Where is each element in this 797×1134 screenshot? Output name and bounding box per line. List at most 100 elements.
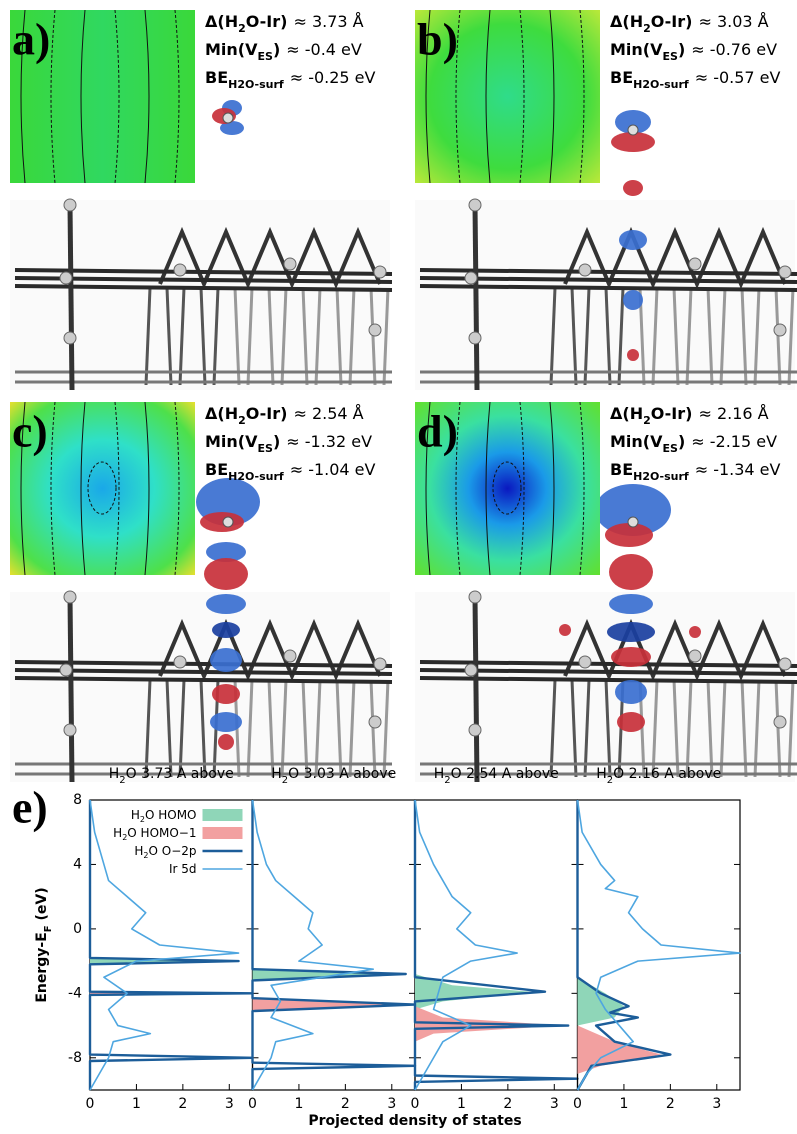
atom <box>778 265 792 279</box>
orbital-lobe <box>619 230 647 250</box>
contour-line <box>50 401 56 576</box>
slab-stick <box>212 287 220 386</box>
atom <box>464 663 478 677</box>
subscript: H2O-surf <box>633 470 689 483</box>
info-value: ≈ -0.4 eV <box>286 40 362 59</box>
slab-stick <box>549 287 557 386</box>
text-part: O 3.03 A above <box>288 766 396 782</box>
orbital-lobe <box>210 712 242 732</box>
pdos-line <box>576 799 741 1091</box>
contour-line <box>485 9 491 184</box>
slab-stick <box>144 287 152 386</box>
text-part: BE <box>610 68 633 87</box>
orbital-lobe <box>689 626 701 638</box>
subscript: 2 <box>238 414 246 427</box>
info-line: Δ(H2O-Ir) ≈ 2.16 Å <box>610 404 769 427</box>
orbital-lobe <box>615 110 651 134</box>
info-line: Min(VES) ≈ -1.32 eV <box>205 432 372 455</box>
contour-line <box>485 401 491 576</box>
atom <box>59 663 73 677</box>
slab-stick <box>314 287 322 386</box>
info-line: Min(VES) ≈ -2.15 eV <box>610 432 777 455</box>
panel-label: d) <box>417 406 458 457</box>
pdos-line <box>251 800 417 1090</box>
text-part: Δ(H <box>610 404 643 423</box>
contour-line <box>20 9 26 184</box>
x-tick-label: 0 <box>573 1096 582 1112</box>
subscript: H2O-surf <box>633 78 689 91</box>
info-name: Δ(H2O-Ir) <box>610 12 692 35</box>
subscript: 2 <box>282 775 288 786</box>
info-name: Δ(H2O-Ir) <box>205 12 287 35</box>
contour-line <box>455 9 461 184</box>
text-part: O HOMO−1 <box>127 826 196 840</box>
info-value: ≈ 2.54 Å <box>293 404 363 423</box>
slab-stick <box>685 287 693 386</box>
pdos-line <box>414 799 518 1091</box>
text-part: O 3.73 A above <box>126 766 234 782</box>
text-part: Energy-E <box>34 932 50 1002</box>
contour-line <box>80 9 86 184</box>
text-part: Min(V <box>205 432 258 451</box>
text-part: H <box>113 826 122 840</box>
slab-stick <box>787 679 795 778</box>
orbital-lobe <box>212 684 240 704</box>
orbital-lobe <box>609 554 653 590</box>
text-part: O-Ir) <box>246 12 288 31</box>
slab-bar <box>419 668 797 676</box>
info-line: Δ(H2O-Ir) ≈ 3.03 Å <box>610 12 769 35</box>
text-part: H <box>109 766 120 782</box>
x-tick-label: 0 <box>86 1096 95 1112</box>
x-tick-label: 1 <box>132 1096 141 1112</box>
y-axis-label: Energy-EF (eV) <box>34 887 54 1002</box>
potential-map <box>10 10 195 183</box>
slab-stick <box>348 287 356 386</box>
subscript: H2O-surf <box>228 78 284 91</box>
x-axis-label: Projected density of states <box>308 1113 521 1129</box>
panel-label: b) <box>417 14 458 65</box>
subscript: 2 <box>119 775 125 786</box>
potential-map <box>10 402 195 575</box>
text-part: Δ(H <box>205 12 238 31</box>
atom <box>63 590 77 604</box>
slab-stick <box>685 679 693 778</box>
subscript: ES <box>258 50 274 63</box>
slab-bar <box>14 268 393 276</box>
info-line: Δ(H2O-Ir) ≈ 3.73 Å <box>205 12 364 35</box>
orbital-lobe <box>609 594 653 614</box>
pdos-line <box>576 800 672 1091</box>
orbital-lobe <box>200 512 244 532</box>
info-name: Δ(H2O-Ir) <box>205 404 287 427</box>
info-value: ≈ -2.15 eV <box>691 432 777 451</box>
contour-line <box>174 401 180 576</box>
slab-stick <box>67 596 75 783</box>
text-part: H <box>134 844 143 858</box>
contour-line <box>492 461 522 515</box>
pdos-line <box>251 799 375 1091</box>
legend-label: H2O HOMO−1 <box>113 826 196 843</box>
atom <box>468 723 482 737</box>
info-line: BEH2O-surf ≈ -0.57 eV <box>610 68 781 91</box>
atom <box>778 657 792 671</box>
slab-stick <box>233 287 241 386</box>
x-tick-label: 2 <box>503 1096 512 1112</box>
subplot-frame <box>251 799 416 1091</box>
pdos-line <box>413 800 579 1090</box>
slab-stick <box>583 287 591 386</box>
subscript: 2 <box>607 775 613 786</box>
y-tick-label: 8 <box>73 792 82 808</box>
slab-stick <box>774 287 782 386</box>
slab-stick <box>706 287 714 386</box>
contour-line <box>579 401 585 576</box>
atom <box>222 516 234 528</box>
slab-stick <box>549 679 557 778</box>
slab-zigzag <box>158 226 382 290</box>
text-part: H <box>434 766 445 782</box>
info-line: BEH2O-surf ≈ -1.04 eV <box>205 460 376 483</box>
atom <box>373 265 387 279</box>
slab-stick <box>672 287 680 386</box>
orbital-lobe <box>607 622 655 642</box>
text-part: Min(V <box>205 40 258 59</box>
